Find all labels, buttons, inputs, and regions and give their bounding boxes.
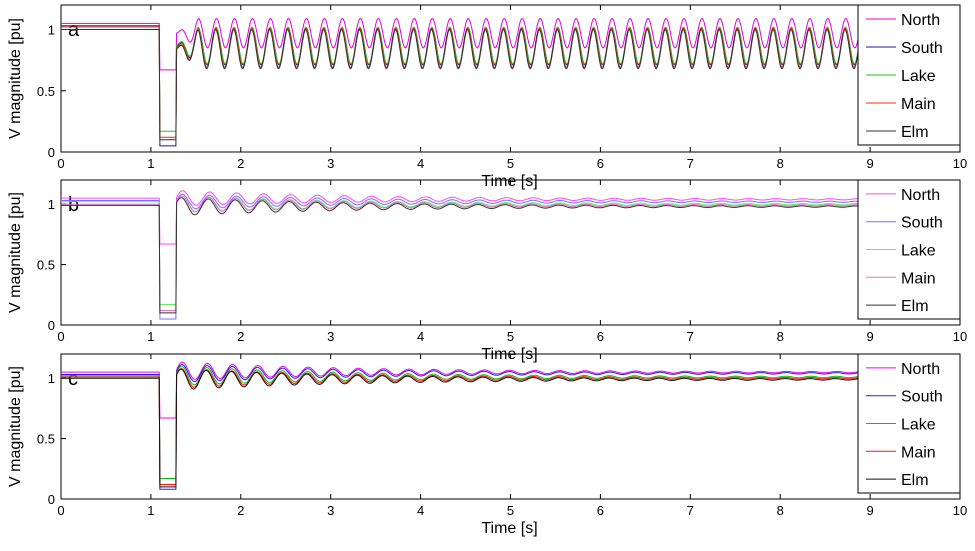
y-tick-label: 0 (48, 318, 55, 333)
x-tick-label: 6 (597, 329, 604, 344)
legend-label-south: South (901, 389, 943, 406)
y-tick-label: 0.5 (37, 84, 55, 99)
series-line-main (61, 195, 961, 311)
x-tick-label: 7 (687, 329, 694, 344)
y-tick-label: 1 (48, 23, 55, 38)
series-line-north (61, 361, 961, 419)
series-line-lake (61, 365, 960, 479)
legend-label-south: South (901, 215, 943, 232)
y-tick-label: 0.5 (37, 432, 55, 447)
y-axis-label: V magnitude [pu] (7, 18, 24, 139)
y-tick-label: 0 (48, 145, 55, 160)
x-tick-label: 2 (237, 329, 244, 344)
x-tick-label: 8 (777, 156, 784, 171)
x-tick-label: 3 (327, 503, 334, 518)
x-axis-label: Time [s] (481, 520, 537, 537)
chart-panel-c: 0 1 2 3 4 5 6 7 8 9 10 0 0.5 1 Time [s] V magnitude [pu… (7, 353, 967, 537)
legend-label-main: Main (901, 96, 936, 113)
x-tick-label: 9 (866, 503, 873, 518)
legend-label-elm: Elm (901, 298, 929, 315)
x-tick-label: 10 (953, 329, 967, 344)
x-tick-label: 4 (417, 503, 424, 518)
series-line-elm (61, 28, 961, 141)
x-tick-label: 9 (866, 156, 873, 171)
legend-label-north: North (901, 187, 940, 204)
x-tick-label: 7 (687, 503, 694, 518)
legend: North South Lake Main Elm (857, 179, 961, 320)
x-tick-label: 4 (417, 156, 424, 171)
legend-label-north: North (901, 12, 940, 29)
x-tick-label: 2 (237, 156, 244, 171)
x-tick-label: 2 (237, 503, 244, 518)
legend-label-lake: Lake (901, 243, 936, 260)
chart-panel-a: 0 1 2 3 4 5 6 7 8 9 10 0 0.5 1 Time [s] V magnitude [pu… (7, 4, 967, 190)
y-axis-label: V magnitude [pu] (7, 366, 24, 487)
x-tick-label: 9 (866, 329, 873, 344)
x-tick-label: 4 (417, 329, 424, 344)
y-axis-label: V magnitude [pu] (7, 192, 24, 313)
series-line-main (61, 368, 960, 485)
x-tick-label: 5 (507, 329, 514, 344)
legend-label-main: Main (901, 444, 936, 461)
x-tick-label: 10 (953, 503, 967, 518)
series-line-elm (61, 197, 961, 314)
series-line-north (61, 190, 961, 245)
series-line-elm (61, 368, 961, 488)
series-line-north (61, 17, 961, 71)
legend: North South Lake Main Elm (857, 4, 961, 146)
x-tick-label: 6 (597, 503, 604, 518)
x-axis-label: Time [s] (481, 173, 537, 190)
x-tick-label: 3 (327, 329, 334, 344)
y-tick-label: 1 (48, 371, 55, 386)
panel-letter: c (68, 368, 78, 390)
x-tick-label: 1 (147, 329, 154, 344)
x-tick-label: 5 (507, 503, 514, 518)
x-tick-label: 1 (147, 156, 154, 171)
x-tick-label: 1 (147, 503, 154, 518)
y-tick-label: 0 (48, 492, 55, 507)
legend-label-lake: Lake (901, 417, 936, 434)
legend-label-north: North (901, 361, 940, 378)
legend-label-lake: Lake (901, 68, 936, 85)
legend-label-elm: Elm (901, 124, 929, 141)
legend: North South Lake Main Elm (857, 353, 961, 494)
x-tick-label: 3 (327, 156, 334, 171)
x-tick-label: 0 (57, 156, 64, 171)
series-line-south (61, 364, 960, 490)
x-tick-label: 5 (507, 156, 514, 171)
x-tick-label: 6 (597, 156, 604, 171)
legend-label-south: South (901, 40, 943, 57)
x-tick-label: 7 (687, 156, 694, 171)
x-tick-label: 8 (777, 503, 784, 518)
y-tick-label: 0.5 (37, 258, 55, 273)
x-tick-label: 10 (953, 156, 967, 171)
legend-label-elm: Elm (901, 472, 929, 489)
x-tick-label: 0 (57, 329, 64, 344)
y-tick-label: 1 (48, 197, 55, 212)
series-line-south (61, 193, 961, 320)
x-tick-label: 8 (777, 329, 784, 344)
plot-frame (60, 353, 961, 500)
legend-label-main: Main (901, 270, 936, 287)
x-tick-label: 0 (57, 503, 64, 518)
